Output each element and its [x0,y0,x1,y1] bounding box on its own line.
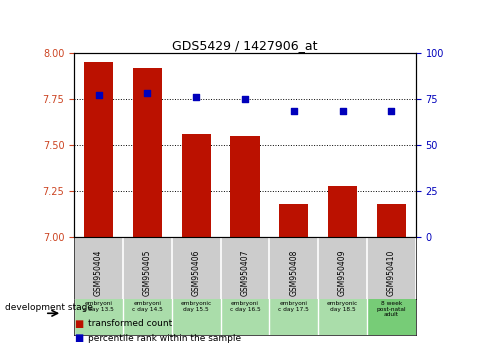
Text: embryonic
day 18.5: embryonic day 18.5 [327,301,358,312]
Point [388,108,395,114]
Text: ■: ■ [74,333,83,343]
Text: GSM950407: GSM950407 [240,250,250,296]
Point [95,92,102,97]
Text: embryonic
day 15.5: embryonic day 15.5 [181,301,212,312]
Bar [220,299,270,335]
Text: 8 week
post-natal
adult: 8 week post-natal adult [377,301,406,318]
Point [290,108,298,114]
Text: development stage: development stage [5,303,93,313]
Bar [318,299,367,335]
Text: GSM950404: GSM950404 [94,250,103,296]
Bar [230,136,260,237]
Text: embryoni
c day 13.5: embryoni c day 13.5 [83,301,114,312]
Bar [279,204,308,237]
Bar [74,299,123,335]
Point [143,90,151,96]
Bar [133,68,162,237]
Point [339,108,347,114]
Title: GDS5429 / 1427906_at: GDS5429 / 1427906_at [172,39,318,52]
Text: GSM950405: GSM950405 [143,250,152,296]
Bar [328,185,357,237]
Point [192,95,200,100]
Text: embryoni
c day 14.5: embryoni c day 14.5 [132,301,163,312]
Text: percentile rank within the sample: percentile rank within the sample [88,333,241,343]
Text: embryoni
c day 17.5: embryoni c day 17.5 [278,301,309,312]
Text: GSM950409: GSM950409 [338,250,347,296]
Bar [377,204,406,237]
Bar [367,299,416,335]
Bar [172,299,220,335]
Text: GSM950406: GSM950406 [192,250,201,296]
Point [241,96,249,102]
Text: ■: ■ [74,319,83,329]
Bar [84,62,113,237]
Bar [270,299,318,335]
Text: transformed count: transformed count [88,319,173,329]
Bar [123,299,172,335]
Text: embryoni
c day 16.5: embryoni c day 16.5 [229,301,261,312]
Text: GSM950410: GSM950410 [387,250,396,296]
Bar [182,134,211,237]
Text: GSM950408: GSM950408 [289,250,298,296]
